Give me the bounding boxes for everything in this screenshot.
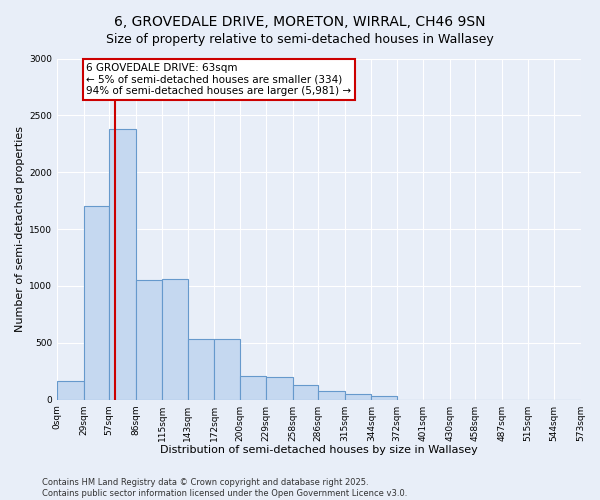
Text: Contains HM Land Registry data © Crown copyright and database right 2025.
Contai: Contains HM Land Registry data © Crown c… bbox=[42, 478, 407, 498]
Text: Size of property relative to semi-detached houses in Wallasey: Size of property relative to semi-detach… bbox=[106, 32, 494, 46]
X-axis label: Distribution of semi-detached houses by size in Wallasey: Distribution of semi-detached houses by … bbox=[160, 445, 478, 455]
Bar bbox=[319, 390, 345, 400]
Y-axis label: Number of semi-detached properties: Number of semi-detached properties bbox=[15, 126, 25, 332]
Bar bbox=[293, 385, 319, 400]
Bar bbox=[136, 280, 162, 400]
Bar bbox=[214, 340, 240, 400]
Bar bbox=[345, 394, 371, 400]
Text: 6, GROVEDALE DRIVE, MORETON, WIRRAL, CH46 9SN: 6, GROVEDALE DRIVE, MORETON, WIRRAL, CH4… bbox=[114, 15, 486, 29]
Bar bbox=[83, 206, 109, 400]
Bar bbox=[162, 279, 188, 400]
Bar bbox=[109, 129, 136, 400]
Bar bbox=[266, 377, 293, 400]
Bar bbox=[57, 382, 83, 400]
Bar bbox=[240, 376, 266, 400]
Bar bbox=[371, 396, 397, 400]
Bar bbox=[188, 340, 214, 400]
Text: 6 GROVEDALE DRIVE: 63sqm
← 5% of semi-detached houses are smaller (334)
94% of s: 6 GROVEDALE DRIVE: 63sqm ← 5% of semi-de… bbox=[86, 63, 352, 96]
